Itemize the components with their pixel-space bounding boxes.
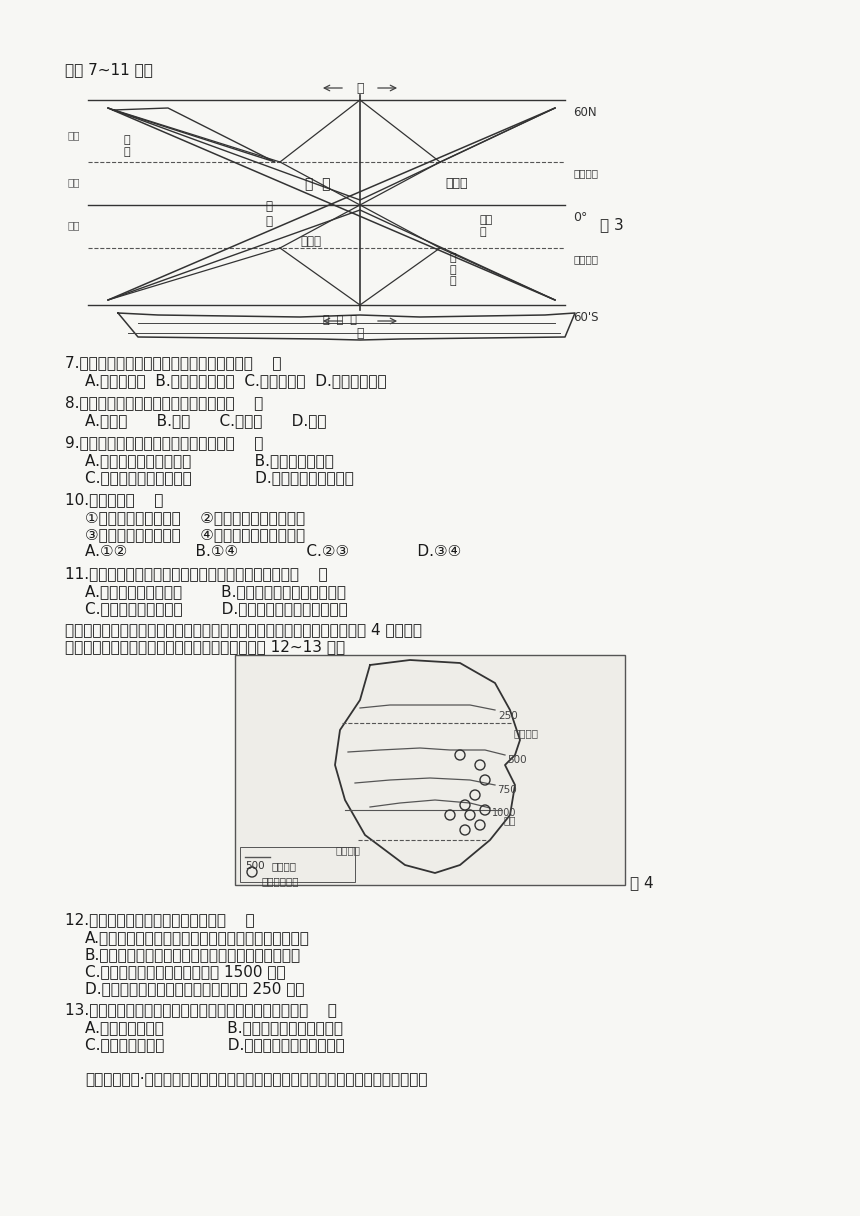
Text: 完成 7~11 题。: 完成 7~11 题。 — [65, 62, 153, 77]
Text: 500: 500 — [245, 861, 265, 871]
Text: B.整个大陆地区，降水量大致由沿海向内陆逐渐递减: B.整个大陆地区，降水量大致由沿海向内陆逐渐递减 — [85, 947, 301, 962]
Text: 非洲: 非洲 — [68, 220, 81, 230]
Bar — [235, 655, 625, 885]
Text: 60N: 60N — [573, 106, 597, 119]
Text: 500: 500 — [507, 755, 526, 765]
Text: 南回归线: 南回归线 — [335, 845, 360, 855]
Text: 750: 750 — [497, 786, 517, 795]
Text: 60'S: 60'S — [573, 311, 599, 323]
Text: 北回归线: 北回归线 — [514, 728, 539, 738]
Text: 欧
洲: 欧 洲 — [123, 135, 130, 157]
Text: 250: 250 — [498, 711, 518, 721]
Text: 北回归线: 北回归线 — [573, 168, 598, 178]
Text: A.大洋洲      B.欧洲      C.南极洲      D.非洲: A.大洋洲 B.欧洲 C.南极洲 D.非洲 — [85, 413, 327, 428]
Text: 南回归线: 南回归线 — [573, 254, 598, 264]
Text: 10.白令海峡（    ）: 10.白令海峡（ ） — [65, 492, 163, 507]
Text: 9.从小顺的海陆分布简图中，可以读出（    ）: 9.从小顺的海陆分布简图中，可以读出（ ） — [65, 435, 263, 450]
Text: 北美洲: 北美洲 — [445, 178, 468, 190]
Text: A.确定起笔点  B.画出重要经纬线  C.标出七大洲  D.明确绘图顺序: A.确定起笔点 B.画出重要经纬线 C.标出七大洲 D.明确绘图顺序 — [85, 373, 387, 388]
Text: 8.在小顺同学的作品中，没有画出的是（    ）: 8.在小顺同学的作品中，没有画出的是（ ） — [65, 395, 263, 410]
Text: A.①②              B.①④              C.②③              D.③④: A.①② B.①④ C.②③ D.③④ — [85, 544, 461, 559]
Text: 12.非洲大陆年降水量的分布特点是（    ）: 12.非洲大陆年降水量的分布特点是（ ） — [65, 912, 255, 927]
Text: A.南美洲完全位于南半球             B.欧洲处于高纬度: A.南美洲完全位于南半球 B.欧洲处于高纬度 — [85, 454, 334, 468]
Text: 南: 南 — [356, 327, 364, 340]
Text: 图 4: 图 4 — [630, 876, 654, 890]
Text: 1000: 1000 — [492, 807, 517, 818]
Text: 13.根据图中某动物分布地可知，该动物主要适宜生活在（    ）: 13.根据图中某动物分布地可知，该动物主要适宜生活在（ ） — [65, 1002, 337, 1017]
Text: C.赤道横穿了非洲的北部             D.南极洲所跨经度最大: C.赤道横穿了非洲的北部 D.南极洲所跨经度最大 — [85, 471, 353, 485]
Text: 生物不能脱离环境而存在，必须依赖并适应环境，并维持其生存和发展。图 4 为非洲大: 生物不能脱离环境而存在，必须依赖并适应环境，并维持其生存和发展。图 4 为非洲大 — [65, 623, 422, 637]
Text: C.赤道穿过的地区，降水量超过 1500 毫米: C.赤道穿过的地区，降水量超过 1500 毫米 — [85, 964, 286, 979]
Text: 11.通过读小顺的作品，并结合海陆分布知识可以得出（    ）: 11.通过读小顺的作品，并结合海陆分布知识可以得出（ ） — [65, 565, 328, 581]
Text: 南  极  洲: 南 极 洲 — [323, 315, 357, 325]
Text: 北: 北 — [356, 81, 364, 95]
Text: C.湿热的雨林地区             D.干湿分明的稀树草原地区: C.湿热的雨林地区 D.干湿分明的稀树草原地区 — [85, 1037, 345, 1052]
Text: C.四大洋均跨南北半球        D.南半球海洋面积较北半球广: C.四大洋均跨南北半球 D.南半球海洋面积较北半球广 — [85, 601, 347, 617]
Text: A.南北回归线之间，降水量大致由赤道向南北两侧递减: A.南北回归线之间，降水量大致由赤道向南北两侧递减 — [85, 930, 310, 945]
Text: 某动物分布地: 某动物分布地 — [262, 876, 299, 886]
Text: 亚洲: 亚洲 — [68, 178, 81, 187]
Text: 赤道: 赤道 — [504, 815, 517, 824]
Text: 非
洲: 非 洲 — [265, 199, 272, 229]
Text: 陆年降水量和某动物分布图。结合所学知识，完成 12~13 题。: 陆年降水量和某动物分布图。结合所学知识，完成 12~13 题。 — [65, 638, 345, 654]
Text: 欧洲: 欧洲 — [68, 130, 81, 140]
Text: 7.为了将各大洲的位置尽量画准确，应首先（    ）: 7.为了将各大洲的位置尽量画准确，应首先（ ） — [65, 355, 281, 370]
Text: ③为南、北美洲的界线    ④沟通了太平洋与大西洋: ③为南、北美洲的界线 ④沟通了太平洋与大西洋 — [85, 527, 305, 542]
Text: 等降水量: 等降水量 — [272, 861, 297, 871]
Text: 法国作家儒勒·凡尔纳的小说《格兰特船长的儿女》讲述了英国公爵率领探险队搜救格: 法国作家儒勒·凡尔纳的小说《格兰特船长的儿女》讲述了英国公爵率领探险队搜救格 — [85, 1073, 427, 1087]
Text: 亚  洲: 亚 洲 — [305, 178, 330, 191]
Text: ①为亚洲与北美洲界线    ②沟通了太平洋与北冰洋: ①为亚洲与北美洲界线 ②沟通了太平洋与北冰洋 — [85, 510, 305, 525]
Text: A.太平洋是全球的中心        B.北半球海洋面积比陆地更小: A.太平洋是全球的中心 B.北半球海洋面积比陆地更小 — [85, 584, 346, 599]
Text: 印度洋: 印度洋 — [300, 235, 321, 248]
Bar — [240, 848, 355, 882]
Text: 0°: 0° — [573, 212, 587, 224]
Text: 南
美
洲: 南 美 洲 — [450, 253, 457, 286]
Text: 大洋
洲: 大洋 洲 — [480, 215, 494, 237]
Text: A.干热的沙漠地区             B.深受海洋影响的沿海地区: A.干热的沙漠地区 B.深受海洋影响的沿海地区 — [85, 1020, 343, 1035]
Text: D.南北回归线穿过的地区，降水量低于 250 毫米: D.南北回归线穿过的地区，降水量低于 250 毫米 — [85, 981, 304, 996]
Text: 图 3: 图 3 — [600, 216, 624, 232]
